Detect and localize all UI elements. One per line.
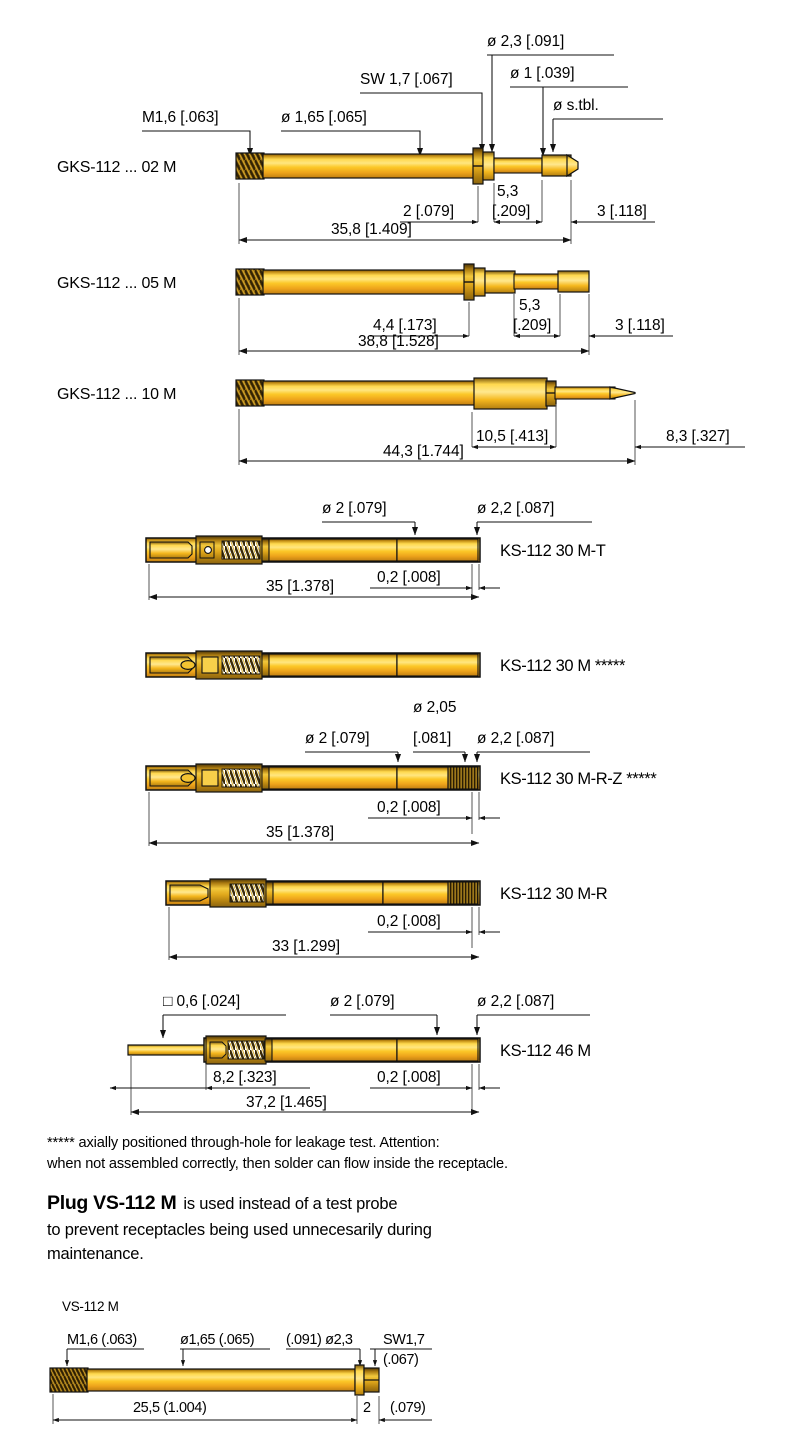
dim-02008-ks30mrz: 0,2 [.008] <box>377 799 441 816</box>
dim-total-ks46m: 37,2 [1.465] <box>246 1094 327 1111</box>
vs112-name-label: VS-112 M <box>62 1299 119 1314</box>
vs112-callout-head: (.091) ø2,3 <box>286 1332 353 1348</box>
dim-82323-ks46m: 8,2 [.323] <box>213 1069 277 1086</box>
dim-total-ks30mt: 35 [1.378] <box>266 578 334 595</box>
vs112-callout-thread: M1,6 (.063) <box>67 1332 137 1348</box>
section-label-gks-05m: GKS-112 ... 05 M <box>57 275 177 292</box>
callout-end-ks30mt: ø 2,2 [.087] <box>477 500 555 517</box>
section-label-ks-46m: KS-112 46 M <box>500 1042 591 1060</box>
footnote-line-1: ***** axially positioned through-hole fo… <box>47 1135 440 1151</box>
dim-3118-gks05: 3 [.118] <box>615 317 665 334</box>
section-label-ks-30mr: KS-112 30 M-R <box>500 885 608 903</box>
vs112-dim-2: 2 <box>363 1400 371 1416</box>
plug-note-line-1: Plug VS-112 M is used instead of a test p… <box>47 1192 398 1216</box>
dim-53-gks05: 5,3 <box>519 297 541 314</box>
callout-flats-gks02: SW 1,7 [.067] <box>360 71 453 88</box>
callout-body-ks30mrz: ø 2 [.079] <box>305 730 370 747</box>
callout-square-ks46m: □ 0,6 [.024] <box>163 993 241 1010</box>
callout-mid2-ks30mrz: [.081] <box>413 730 452 747</box>
vs112-dim-079: (.079) <box>390 1400 426 1416</box>
dim-44173-gks05: 4,4 [.173] <box>373 317 437 334</box>
vs112-callout-flats2: (.067) <box>383 1352 419 1368</box>
plug-note-bold: Plug VS-112 M <box>47 1192 177 1214</box>
dim-105413-gks10: 10,5 [.413] <box>476 428 549 445</box>
dim-53-gks02: 5,3 <box>497 183 519 200</box>
callout-tip-gks02: ø s.tbl. <box>553 97 599 114</box>
dim-209-gks02: [.209] <box>492 203 531 220</box>
callout-shaft-gks02: ø 1,65 [.065] <box>281 109 367 126</box>
dim-209-gks05: [.209] <box>513 317 552 334</box>
callout-plunger-gks02: ø 1 [.039] <box>510 65 575 82</box>
dim-83327-gks10: 8,3 [.327] <box>666 428 730 445</box>
vs112-dim-total: 25,5 (1.004) <box>133 1400 207 1416</box>
callout-body-ks46m: ø 2 [.079] <box>330 993 395 1010</box>
section-label-gks-02m: GKS-112 ... 02 M <box>57 159 177 176</box>
dim-02008-ks30mt: 0,2 [.008] <box>377 569 441 586</box>
dim-total-ks30mrz: 35 [1.378] <box>266 824 334 841</box>
footnote-line-2: when not assembled correctly, then solde… <box>47 1156 508 1172</box>
dim-total-gks10: 44,3 [1.744] <box>383 443 464 460</box>
callout-body-ks30mt: ø 2 [.079] <box>322 500 387 517</box>
section-label-ks-30m: KS-112 30 M ***** <box>500 657 625 675</box>
callout-end-ks46m: ø 2,2 [.087] <box>477 993 555 1010</box>
vs112-callout-flats: SW1,7 <box>383 1332 425 1348</box>
section-label-ks-30mt: KS-112 30 M-T <box>500 542 606 560</box>
callout-head-gks02: ø 2,3 [.091] <box>487 33 565 50</box>
dim-total-ks30mr: 33 [1.299] <box>272 938 340 955</box>
dim-total-gks02: 35,8 [1.409] <box>331 221 412 238</box>
callout-mid1-ks30mrz: ø 2,05 <box>413 699 457 716</box>
dim-02008-ks30mr: 0,2 [.008] <box>377 913 441 930</box>
plug-note-rest: is used instead of a test probe <box>183 1195 398 1213</box>
plug-note-line-3: maintenance. <box>47 1245 144 1263</box>
dim-total-gks05: 38,8 [1.528] <box>358 333 439 350</box>
callout-thread-gks02: M1,6 [.063] <box>142 109 219 126</box>
callout-end-ks30mrz: ø 2,2 [.087] <box>477 730 555 747</box>
section-label-gks-10m: GKS-112 ... 10 M <box>57 386 177 403</box>
dim-2079-gks02: 2 [.079] <box>403 203 454 220</box>
dim-02008-ks46m: 0,2 [.008] <box>377 1069 441 1086</box>
vs112-callout-shaft: ø1,65 (.065) <box>180 1332 255 1348</box>
section-label-ks-30mrz: KS-112 30 M-R-Z ***** <box>500 770 657 788</box>
dim-3118-gks02: 3 [.118] <box>597 203 647 220</box>
plug-note-line-2: to prevent receptacles being used unnece… <box>47 1221 432 1239</box>
